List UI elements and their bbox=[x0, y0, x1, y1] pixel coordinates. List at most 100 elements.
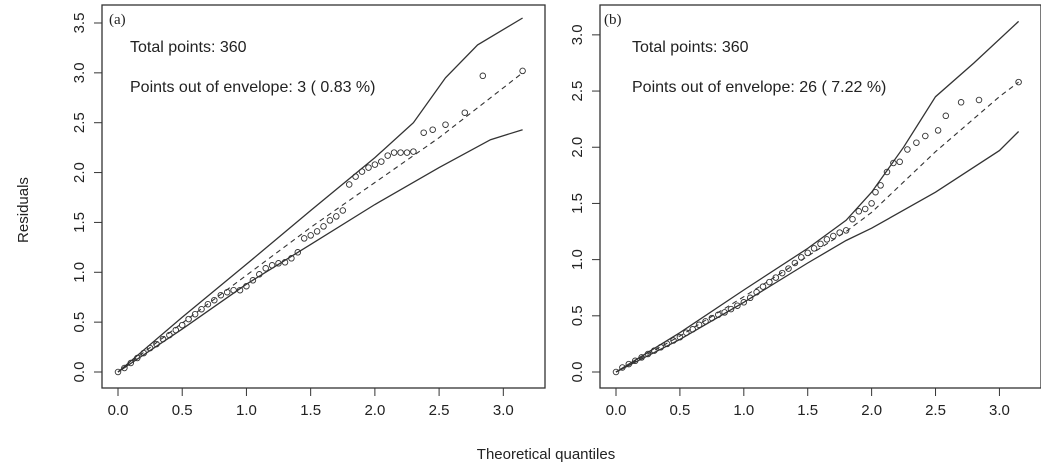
data-point bbox=[320, 223, 327, 230]
data-point bbox=[236, 286, 244, 294]
data-point bbox=[708, 314, 716, 322]
data-point bbox=[670, 337, 677, 344]
data-point bbox=[975, 96, 983, 104]
x-tick-label: 0.5 bbox=[669, 402, 690, 419]
x-tick-label: 2.0 bbox=[364, 402, 385, 419]
data-point bbox=[934, 127, 942, 134]
data-point bbox=[384, 152, 391, 159]
panel-label: (a) bbox=[109, 12, 126, 28]
data-point bbox=[855, 208, 863, 215]
x-tick-label: 0.5 bbox=[172, 402, 193, 419]
y-axis-title: Residuals bbox=[15, 177, 32, 243]
y-tick-label: 2.5 bbox=[71, 112, 88, 133]
data-point bbox=[339, 207, 347, 214]
envelope-upper-line bbox=[117, 17, 523, 373]
data-point bbox=[134, 354, 141, 362]
data-point bbox=[759, 283, 767, 290]
data-point bbox=[942, 112, 950, 120]
y-tick-label: 2.0 bbox=[71, 162, 88, 183]
data-point bbox=[352, 173, 359, 180]
data-point bbox=[644, 350, 652, 358]
y-tick-label: 1.5 bbox=[569, 193, 586, 214]
data-point bbox=[957, 99, 965, 106]
envelope-lower-line bbox=[117, 129, 523, 373]
data-point bbox=[772, 274, 780, 281]
data-point bbox=[868, 200, 875, 207]
data-point bbox=[727, 305, 735, 313]
data-point bbox=[836, 229, 843, 236]
plot-frame bbox=[599, 4, 1041, 389]
data-point bbox=[243, 282, 250, 290]
data-point bbox=[922, 132, 929, 140]
y-tick-label: 0.5 bbox=[71, 312, 88, 333]
data-point bbox=[913, 139, 920, 146]
panel-label: (b) bbox=[604, 12, 622, 28]
data-point bbox=[256, 271, 263, 278]
data-point bbox=[420, 129, 427, 136]
x-tick-label: 1.5 bbox=[300, 402, 321, 419]
y-tick-label: 1.0 bbox=[569, 249, 586, 270]
y-tick-label: 1.5 bbox=[71, 212, 88, 233]
data-point bbox=[403, 149, 411, 156]
data-point bbox=[842, 227, 850, 234]
x-tick-label: 0.0 bbox=[606, 402, 627, 419]
data-point bbox=[442, 121, 449, 128]
y-tick-label: 3.5 bbox=[71, 13, 88, 34]
x-tick-label: 1.0 bbox=[236, 402, 257, 419]
data-point bbox=[830, 232, 837, 240]
median-dashed-line bbox=[117, 72, 523, 373]
data-point bbox=[191, 310, 199, 318]
data-point bbox=[281, 259, 289, 266]
data-point bbox=[715, 311, 722, 318]
data-point bbox=[146, 344, 154, 352]
y-tick-label: 0.0 bbox=[71, 362, 88, 383]
data-point bbox=[753, 288, 760, 296]
data-point bbox=[333, 213, 340, 220]
data-point bbox=[785, 265, 792, 272]
data-point bbox=[663, 340, 671, 348]
x-tick-label: 2.5 bbox=[429, 402, 450, 419]
data-point bbox=[211, 296, 218, 304]
panel-a: 0.0 0.5 1.0 1.5 2.0 2.5 3.0 0.0 0.5 1.0 1.5 2.0 2.5 3… bbox=[71, 4, 546, 419]
data-point bbox=[262, 265, 269, 272]
x-tick-label: 3.0 bbox=[989, 402, 1010, 419]
data-point bbox=[695, 321, 703, 329]
data-point bbox=[230, 286, 237, 294]
data-point bbox=[288, 255, 295, 262]
data-point bbox=[651, 347, 658, 354]
x-tick-label: 1.0 bbox=[733, 402, 754, 419]
data-point bbox=[429, 126, 436, 133]
data-point bbox=[249, 277, 257, 284]
x-tick-label: 0.0 bbox=[108, 402, 129, 419]
data-point bbox=[114, 368, 122, 376]
data-point bbox=[371, 161, 379, 168]
data-point bbox=[890, 159, 897, 167]
data-point bbox=[519, 67, 526, 75]
data-point bbox=[896, 158, 903, 166]
y-tick-label: 0.5 bbox=[569, 305, 586, 326]
data-point bbox=[294, 249, 302, 256]
data-point bbox=[410, 148, 417, 155]
data-point bbox=[268, 262, 276, 269]
envelope-lower-line bbox=[615, 131, 1020, 373]
data-point bbox=[861, 205, 869, 213]
data-point bbox=[683, 329, 690, 336]
y-tick-label: 0.0 bbox=[569, 362, 586, 383]
data-point bbox=[358, 168, 366, 175]
x-tick-label: 2.5 bbox=[925, 402, 946, 419]
data-point bbox=[300, 235, 308, 242]
data-point bbox=[676, 333, 684, 341]
data-point bbox=[307, 232, 314, 239]
y-tick-label: 2.5 bbox=[569, 81, 586, 102]
data-point bbox=[172, 326, 180, 334]
data-point bbox=[904, 146, 911, 153]
data-point bbox=[619, 364, 626, 371]
data-point bbox=[326, 217, 334, 224]
total-points-annotation: Total points: 360 bbox=[130, 39, 247, 56]
data-point bbox=[791, 259, 799, 267]
data-point bbox=[612, 368, 620, 376]
data-point bbox=[721, 309, 728, 316]
x-axis-title: Theoretical quantiles bbox=[477, 446, 615, 463]
data-point bbox=[702, 318, 709, 325]
